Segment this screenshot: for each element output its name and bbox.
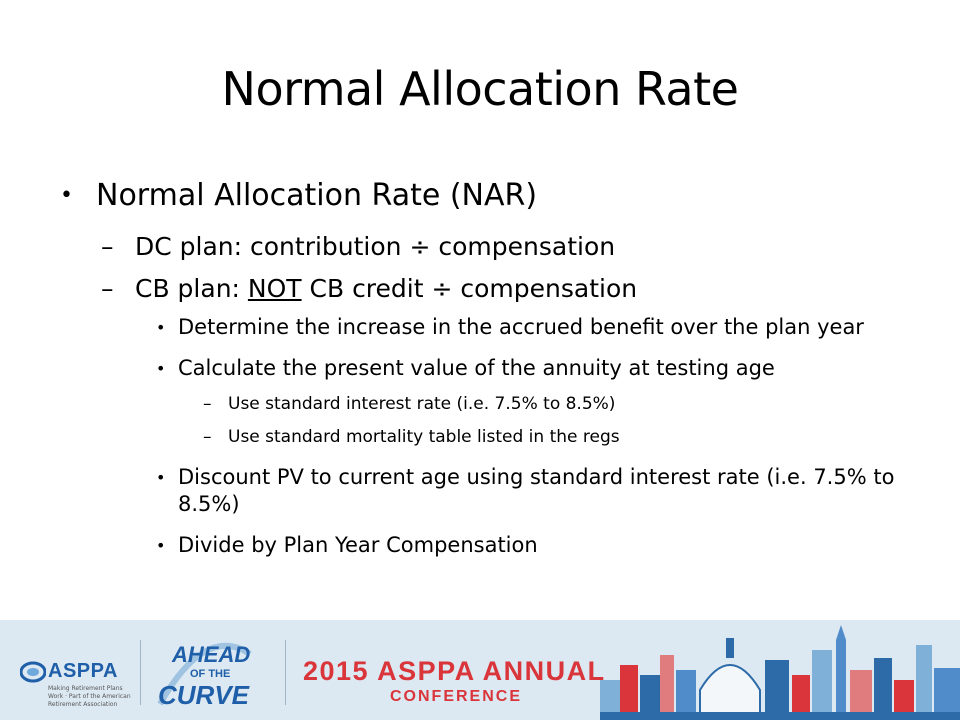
dash-icon: – bbox=[203, 427, 212, 447]
cb-plan-suffix: CB credit ÷ compensation bbox=[301, 274, 638, 303]
slide-title: Normal Allocation Rate bbox=[221, 62, 739, 116]
slide-content: • Normal Allocation Rate (NAR) – DC plan… bbox=[58, 172, 918, 559]
bullet-dot-icon: • bbox=[156, 318, 166, 337]
mortality-text: Use standard mortality table listed in t… bbox=[228, 427, 620, 447]
washington-skyline-icon bbox=[600, 625, 960, 720]
bullet-dot-icon: • bbox=[156, 536, 166, 555]
of-the-text: OF THE bbox=[190, 668, 231, 680]
bullet-dot-icon: • bbox=[60, 183, 73, 208]
curve-text: CURVE bbox=[158, 680, 250, 710]
asppa-wordmark: ASPPA bbox=[48, 660, 118, 682]
bullet-level4: – Use standard mortality table listed in… bbox=[58, 425, 918, 450]
conference-title: 2015 ASPPA ANNUAL bbox=[303, 656, 606, 686]
bullet-level3: • Discount PV to current age using stand… bbox=[58, 464, 918, 518]
dash-icon: – bbox=[101, 232, 114, 261]
ahead-of-the-curve-logo: AHEAD OF THE CURVE bbox=[150, 634, 260, 716]
dc-plan-text: DC plan: contribution ÷ compensation bbox=[135, 232, 616, 261]
ahead-text: AHEAD bbox=[172, 642, 251, 667]
bullet-level2: – DC plan: contribution ÷ compensation bbox=[58, 228, 918, 266]
divide-text: Divide by Plan Year Compensation bbox=[178, 533, 538, 557]
asppa-swoosh-icon bbox=[20, 661, 46, 683]
asppa-logo: ASPPA Making Retirement Plans Work · Par… bbox=[20, 660, 131, 710]
asppa-tagline: Making Retirement Plans Work · Part of t… bbox=[48, 685, 131, 708]
compass-icon bbox=[157, 642, 252, 706]
bullet-level3: • Determine the increase in the accrued … bbox=[58, 314, 918, 341]
bullet-level1: • Normal Allocation Rate (NAR) bbox=[58, 172, 918, 220]
interest-text: Use standard interest rate (i.e. 7.5% to… bbox=[228, 394, 616, 414]
cb-plan-prefix: CB plan: bbox=[135, 274, 248, 303]
bullet-level3: • Calculate the present value of the ann… bbox=[58, 355, 918, 382]
conference-subtitle: CONFERENCE bbox=[390, 688, 523, 705]
conference-footer-banner: ASPPA Making Retirement Plans Work · Par… bbox=[0, 620, 960, 720]
bullet-level2: – CB plan: NOT CB credit ÷ compensation bbox=[58, 270, 918, 308]
determine-text: Determine the increase in the accrued be… bbox=[178, 315, 864, 339]
footer-divider bbox=[140, 640, 141, 705]
cb-plan-not: NOT bbox=[247, 274, 302, 303]
bullet-nar-text: Normal Allocation Rate (NAR) bbox=[96, 178, 538, 213]
bullet-dot-icon: • bbox=[156, 359, 166, 378]
bullet-level3: • Divide by Plan Year Compensation bbox=[58, 532, 918, 559]
discount-text: Discount PV to current age using standar… bbox=[178, 465, 895, 516]
dash-icon: – bbox=[101, 274, 114, 303]
dash-icon: – bbox=[203, 394, 212, 414]
bullet-dot-icon: • bbox=[156, 468, 166, 487]
footer-divider bbox=[285, 640, 286, 705]
bullet-level4: – Use standard interest rate (i.e. 7.5% … bbox=[58, 392, 918, 417]
calculate-text: Calculate the present value of the annui… bbox=[178, 356, 775, 380]
